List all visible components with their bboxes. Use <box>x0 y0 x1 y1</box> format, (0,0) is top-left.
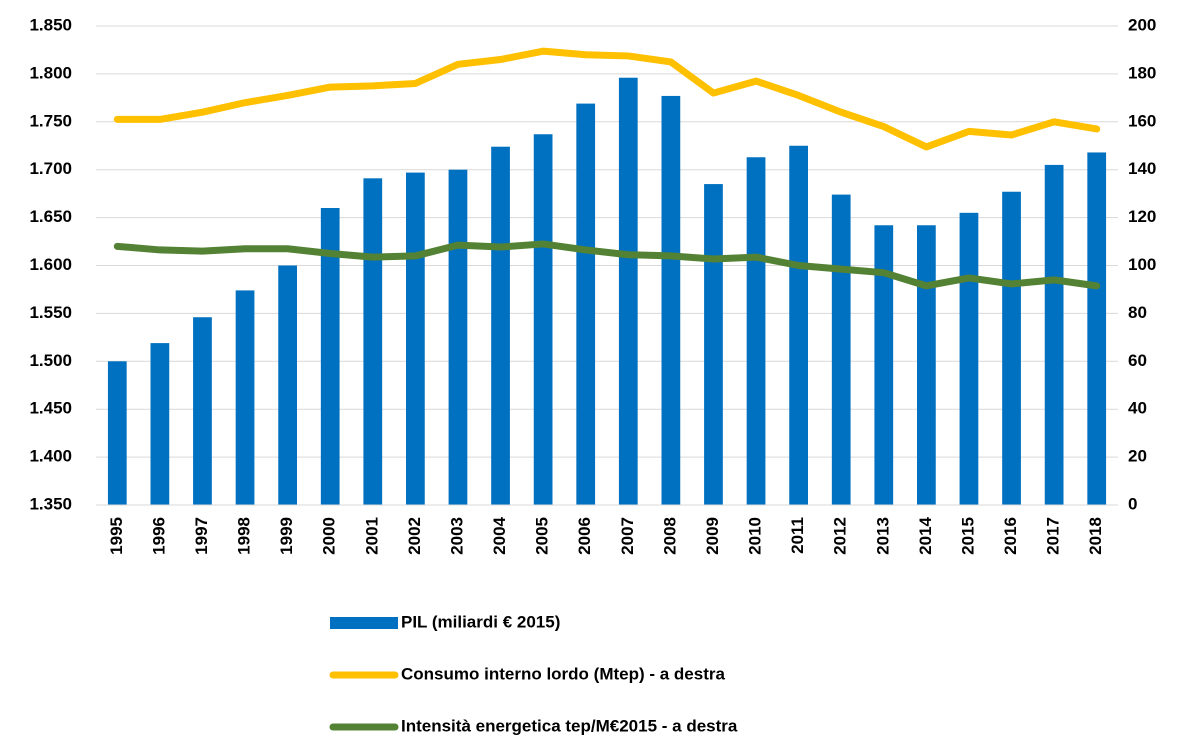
bar <box>278 265 297 505</box>
legend-swatch <box>330 617 398 629</box>
bar <box>491 146 510 505</box>
y-tick-label: 1.750 <box>29 111 72 130</box>
y2-tick-label: 180 <box>1128 63 1156 82</box>
x-tick-label: 2013 <box>873 517 892 555</box>
x-tick-label: 2016 <box>1001 517 1020 555</box>
x-tick-label: 2000 <box>320 517 339 555</box>
x-tick-label: 2012 <box>831 517 850 555</box>
x-tick-label: 2001 <box>362 517 381 555</box>
bar <box>1002 191 1021 505</box>
line <box>113 47 1101 151</box>
bar <box>150 343 170 505</box>
bar <box>831 194 851 505</box>
y-tick-label: 1.600 <box>29 255 72 274</box>
bar <box>874 225 894 505</box>
x-tick-label: 2018 <box>1086 517 1105 555</box>
bar <box>576 103 596 506</box>
x-tick-label: 1997 <box>192 517 211 555</box>
y2-tick-label: 100 <box>1128 255 1156 274</box>
bar <box>193 317 212 505</box>
x-tick-label: 2009 <box>703 517 722 555</box>
x-tick-label: 2005 <box>533 517 552 555</box>
bar <box>107 361 127 505</box>
y-tick-label: 1.450 <box>29 399 72 418</box>
legend-label: PIL (miliardi € 2015) <box>401 612 560 631</box>
y2-tick-label: 20 <box>1128 447 1147 466</box>
x-tick-label: 1996 <box>149 517 168 555</box>
x-tick-label: 2002 <box>405 517 424 555</box>
y2-tick-label: 80 <box>1128 303 1147 322</box>
x-tick-label: 1995 <box>107 517 126 555</box>
y2-tick-label: 40 <box>1128 399 1147 418</box>
bar <box>1087 152 1107 505</box>
x-tick-label: 2017 <box>1044 517 1063 555</box>
bar <box>1044 164 1064 505</box>
bar <box>448 169 468 505</box>
bar <box>746 157 766 505</box>
x-tick-label: 2010 <box>746 517 765 555</box>
x-tick-label: 2007 <box>618 517 637 555</box>
y-tick-label: 1.500 <box>29 351 72 370</box>
bar <box>618 77 638 506</box>
y-tick-label: 1.800 <box>29 63 72 82</box>
legend-label: Intensità energetica tep/M€2015 - a dest… <box>401 716 738 735</box>
y2-tick-label: 200 <box>1128 15 1156 34</box>
x-tick-label: 1998 <box>235 517 254 555</box>
legend-label: Consumo interno lordo (Mtep) - a destra <box>401 664 725 683</box>
x-tick-label: 2006 <box>575 517 594 555</box>
x-tick-label: 2014 <box>916 516 935 554</box>
y-tick-label: 1.350 <box>29 494 72 513</box>
y-tick-label: 1.650 <box>29 207 72 226</box>
x-tick-label: 2011 <box>788 517 807 554</box>
x-tick-label: 2008 <box>660 517 679 555</box>
y2-tick-label: 140 <box>1128 159 1156 178</box>
y-tick-label: 1.850 <box>29 15 72 34</box>
x-tick-label: 2015 <box>958 517 977 555</box>
y-tick-label: 1.700 <box>29 159 72 178</box>
bar <box>661 95 681 506</box>
bar <box>959 212 979 505</box>
y2-tick-label: 120 <box>1128 207 1156 226</box>
y2-tick-label: 160 <box>1128 111 1156 130</box>
y2-tick-label: 60 <box>1128 351 1147 370</box>
bar <box>320 208 340 505</box>
bar <box>363 178 383 505</box>
bar <box>235 290 255 505</box>
y-tick-label: 1.400 <box>29 447 72 466</box>
y2-tick-label: 0 <box>1128 494 1137 513</box>
x-tick-label: 2004 <box>490 516 509 554</box>
bar <box>406 172 425 505</box>
x-tick-label: 1999 <box>277 517 296 555</box>
line <box>113 240 1101 290</box>
bar <box>533 134 553 505</box>
bar <box>789 145 808 505</box>
bar <box>917 225 936 505</box>
bar <box>704 184 723 505</box>
y-tick-label: 1.550 <box>29 303 72 322</box>
x-tick-label: 2003 <box>447 517 466 555</box>
